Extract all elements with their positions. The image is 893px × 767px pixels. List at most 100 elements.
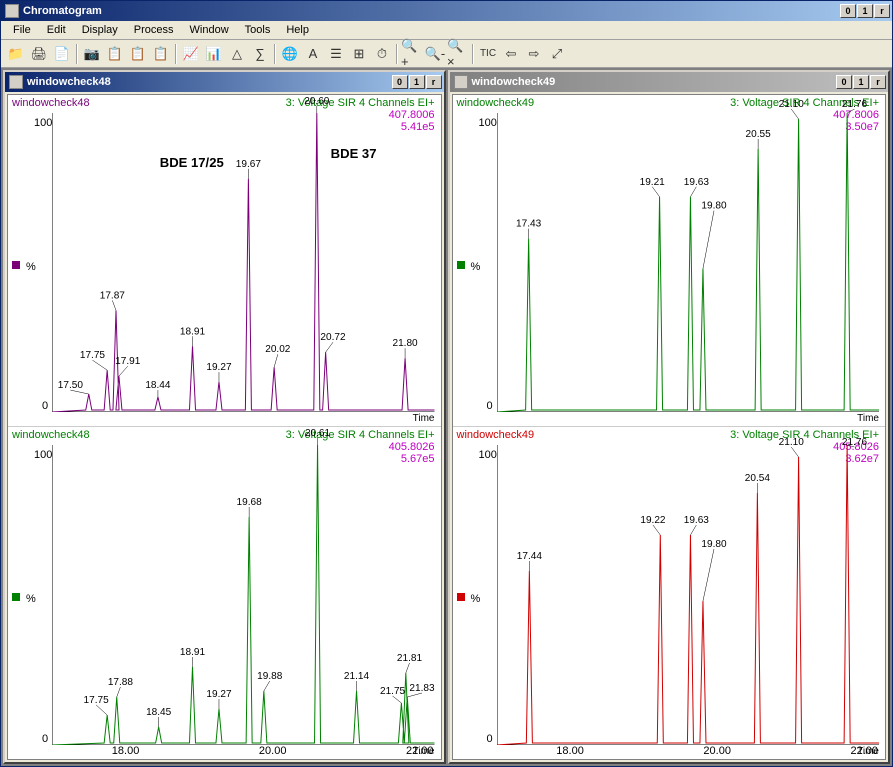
svg-text:19.63: 19.63 (683, 177, 709, 188)
y-tick-100: 100 (34, 117, 52, 129)
toolbar-button-8[interactable]: 📊 (203, 43, 225, 65)
toolbar-button-3[interactable]: 📷 (81, 43, 103, 65)
svg-text:18.91: 18.91 (180, 326, 206, 337)
child-titlebar[interactable]: windowcheck49 01r (450, 72, 889, 92)
main-titlebar[interactable]: Chromatogram 0 1 r (1, 1, 892, 21)
svg-text:19.68: 19.68 (237, 497, 263, 508)
menu-help[interactable]: Help (278, 22, 317, 38)
x-axis-label: Time (857, 746, 879, 757)
window-title: Chromatogram (23, 5, 102, 17)
svg-text:20.02: 20.02 (265, 344, 291, 355)
toolbar-button-16[interactable]: 🔍+ (401, 43, 423, 65)
y-tick-0: 0 (487, 400, 493, 412)
legend-square (457, 261, 465, 269)
x-tick: 20.00 (703, 745, 731, 757)
sample-name: windowcheck49 (457, 97, 535, 109)
child-maximize-button[interactable]: 1 (853, 75, 869, 89)
svg-text:21.10: 21.10 (778, 99, 804, 110)
toolbar-button-1[interactable]: 🖨 (28, 43, 50, 65)
peak-labels: 17.4319.2119.6319.8020.5521.1021.76 (497, 113, 880, 412)
child-icon (454, 75, 468, 89)
y-tick-0: 0 (42, 733, 48, 745)
x-axis-label: Time (857, 413, 879, 424)
toolbar-button-11[interactable]: 🌐 (279, 43, 301, 65)
chromatogram-pane: windowcheck493: Voltage SIR 4 Channels E… (453, 427, 886, 759)
svg-text:19.21: 19.21 (639, 177, 665, 188)
menu-tools[interactable]: Tools (237, 22, 279, 38)
svg-text:19.27: 19.27 (206, 689, 232, 700)
svg-text:21.14: 21.14 (344, 671, 370, 682)
toolbar-button-21[interactable]: ⇨ (523, 43, 545, 65)
svg-text:19.80: 19.80 (701, 201, 727, 212)
y-tick-0: 0 (42, 400, 48, 412)
svg-text:19.27: 19.27 (206, 362, 232, 373)
toolbar-button-7[interactable]: 📈 (180, 43, 202, 65)
maximize-button[interactable]: 1 (857, 4, 873, 18)
svg-text:21.76: 21.76 (841, 437, 867, 448)
svg-text:21.76: 21.76 (841, 99, 867, 110)
child-window: windowcheck4801rwindowcheck483: Voltage … (3, 70, 446, 764)
toolbar-button-2[interactable]: 📄 (51, 43, 73, 65)
toolbar-button-14[interactable]: ⊞ (348, 43, 370, 65)
legend-square (12, 261, 20, 269)
mdi-client-area: windowcheck4801rwindowcheck483: Voltage … (1, 68, 892, 766)
app-icon (5, 4, 19, 18)
toolbar-button-10[interactable]: ∑ (249, 43, 271, 65)
toolbar-button-19[interactable]: TIC (477, 43, 499, 65)
y-tick-0: 0 (487, 733, 493, 745)
chart-area: windowcheck483: Voltage SIR 4 Channels E… (7, 94, 442, 760)
child-minimize-button[interactable]: 0 (392, 75, 408, 89)
svg-text:17.75: 17.75 (80, 350, 106, 361)
sample-name: windowcheck48 (12, 97, 90, 109)
toolbar-button-4[interactable]: 📋 (104, 43, 126, 65)
close-button[interactable]: r (874, 4, 890, 18)
toolbar-button-15[interactable]: ⏱ (371, 43, 393, 65)
toolbar-button-0[interactable]: 📁 (5, 43, 27, 65)
sample-name: windowcheck48 (12, 429, 90, 441)
menu-display[interactable]: Display (74, 22, 126, 38)
menu-process[interactable]: Process (126, 22, 182, 38)
toolbar-button-6[interactable]: 📋 (150, 43, 172, 65)
child-titlebar[interactable]: windowcheck4801r (5, 72, 444, 92)
legend-square (457, 593, 465, 601)
svg-text:18.44: 18.44 (145, 380, 171, 391)
svg-text:19.67: 19.67 (236, 159, 262, 170)
toolbar-button-5[interactable]: 📋 (127, 43, 149, 65)
svg-text:17.87: 17.87 (100, 290, 126, 301)
toolbar-button-17[interactable]: 🔍- (424, 43, 446, 65)
legend-square (12, 593, 20, 601)
svg-text:20.61: 20.61 (305, 428, 331, 439)
menu-edit[interactable]: Edit (39, 22, 74, 38)
x-tick: 18.00 (112, 745, 140, 757)
child-close-button[interactable]: r (426, 75, 442, 89)
toolbar-button-18[interactable]: 🔍× (447, 43, 469, 65)
toolbar-button-12[interactable]: A (302, 43, 324, 65)
toolbar-button-13[interactable]: ☰ (325, 43, 347, 65)
svg-text:21.81: 21.81 (397, 653, 423, 664)
menu-window[interactable]: Window (182, 22, 237, 38)
child-title: windowcheck49 (472, 76, 556, 88)
chromatogram-pane: windowcheck483: Voltage SIR 4 Channels E… (8, 95, 441, 427)
toolbar: 📁🖨📄📷📋📋📋📈📊△∑🌐A☰⊞⏱🔍+🔍-🔍×TIC⇦⇨⤢ (1, 40, 892, 68)
minimize-button[interactable]: 0 (840, 4, 856, 18)
child-maximize-button[interactable]: 1 (409, 75, 425, 89)
svg-text:17.44: 17.44 (516, 551, 542, 562)
y-tick-100: 100 (479, 449, 497, 461)
svg-text:17.91: 17.91 (115, 356, 141, 367)
peak-labels: 17.4419.2219.6319.8020.5421.1021.76 (497, 445, 880, 745)
child-close-button[interactable]: r (870, 75, 886, 89)
menu-file[interactable]: File (5, 22, 39, 38)
child-icon (9, 75, 23, 89)
toolbar-button-22[interactable]: ⤢ (546, 43, 568, 65)
toolbar-button-20[interactable]: ⇦ (500, 43, 522, 65)
svg-text:19.88: 19.88 (257, 671, 283, 682)
annotation-label: BDE 17/25 (160, 155, 224, 170)
svg-text:18.91: 18.91 (180, 647, 206, 658)
svg-text:17.50: 17.50 (58, 380, 84, 391)
peak-labels: 17.50 17.75 17.87 17.91 18.44 18.91 19.27 19.67… (52, 113, 435, 412)
toolbar-button-9[interactable]: △ (226, 43, 248, 65)
child-minimize-button[interactable]: 0 (836, 75, 852, 89)
chromatogram-pane: windowcheck483: Voltage SIR 4 Channels E… (8, 427, 441, 759)
svg-text:19.22: 19.22 (640, 515, 666, 526)
x-axis-label: Time (413, 746, 435, 757)
